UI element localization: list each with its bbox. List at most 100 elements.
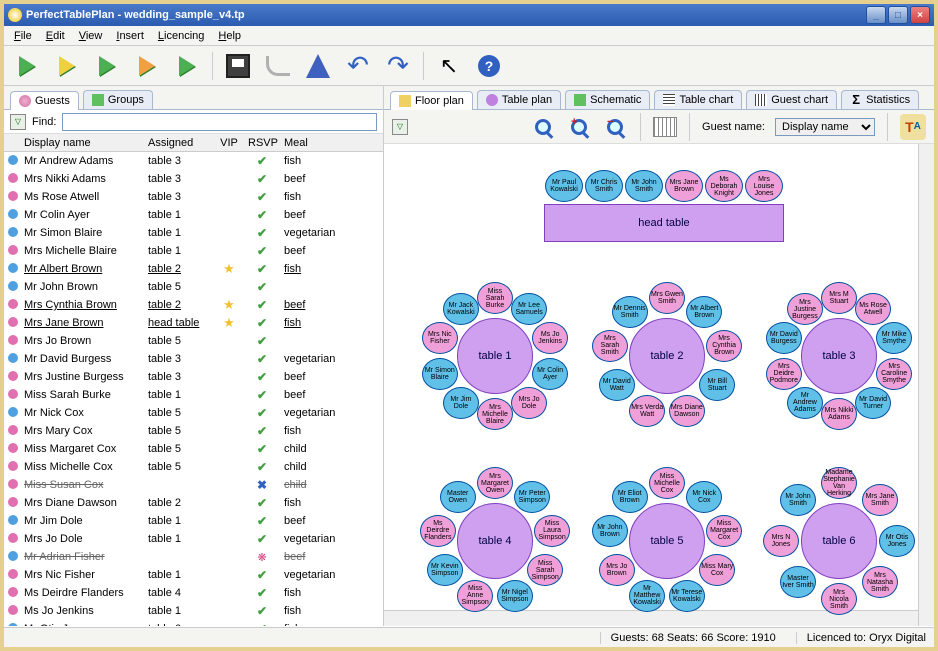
tab-table-chart[interactable]: Table chart xyxy=(654,90,742,109)
floorplan-canvas[interactable]: Mr Paul KowalskiMr Chris SmithMr John Sm… xyxy=(384,144,934,626)
guest-row[interactable]: Mr John Browntable 5✔ xyxy=(4,278,383,296)
wizard-button[interactable] xyxy=(301,49,335,83)
menu-file[interactable]: File xyxy=(8,28,38,44)
vertical-scrollbar[interactable] xyxy=(918,144,934,626)
round-table[interactable]: table 4Mrs Margaret OwenMr Peter Simpson… xyxy=(418,464,573,619)
seat[interactable]: Mr Kevin Simpson xyxy=(427,554,463,586)
seat[interactable]: Miss Michelle Cox xyxy=(649,467,685,499)
guest-row[interactable]: Mrs Jo Doletable 1✔vegetarian xyxy=(4,530,383,548)
seat[interactable]: Master Iver Smith xyxy=(780,566,816,598)
seat[interactable]: Mrs M Stuart xyxy=(821,282,857,314)
guest-row[interactable]: Mr Nick Coxtable 5✔vegetarian xyxy=(4,404,383,422)
col-rsvp[interactable]: RSVP xyxy=(244,136,280,150)
guest-row[interactable]: Mr Colin Ayertable 1✔beef xyxy=(4,206,383,224)
table-center[interactable]: table 1 xyxy=(457,318,533,394)
seat[interactable]: Miss Anne Simpson xyxy=(457,580,493,612)
seat[interactable]: Mr Nigel Simpson xyxy=(497,580,533,612)
seat[interactable]: Mr John Brown xyxy=(592,515,628,547)
tab-guest-chart[interactable]: Guest chart xyxy=(746,90,837,109)
seat[interactable]: Mr Jack Kowalski xyxy=(443,293,479,325)
seat[interactable]: Mr David Turner xyxy=(855,387,891,419)
guest-row[interactable]: Ms Rose Atwelltable 3✔fish xyxy=(4,188,383,206)
seat[interactable]: Mrs Nicola Smith xyxy=(821,583,857,615)
seat[interactable]: Mr Andrew Adams xyxy=(787,387,823,419)
zoom-fit-button[interactable] xyxy=(530,114,556,140)
guest-row[interactable]: Mrs Mary Coxtable 5✔fish xyxy=(4,422,383,440)
guest-row[interactable]: Mr Jim Doletable 1✔beef xyxy=(4,512,383,530)
guest-row[interactable]: Mr David Burgesstable 3✔vegetarian xyxy=(4,350,383,368)
seat[interactable]: Mr John Smith xyxy=(780,484,816,516)
font-button[interactable]: TA xyxy=(900,114,926,140)
menu-licencing[interactable]: Licencing xyxy=(152,28,210,44)
guest-row[interactable]: Mr Albert Browntable 2★✔fish xyxy=(4,260,383,278)
nav-button-5[interactable] xyxy=(170,49,204,83)
seat[interactable]: Mr David Burgess xyxy=(766,322,802,354)
round-table[interactable]: table 2Mrs Gwen SmithMr Albert BrownMrs … xyxy=(590,279,745,434)
seat[interactable]: Mr Nick Cox xyxy=(686,481,722,513)
zoom-out-button[interactable]: − xyxy=(602,114,628,140)
help-button[interactable]: ? xyxy=(472,49,506,83)
nav-button-1[interactable] xyxy=(10,49,44,83)
head-table[interactable]: Mr Paul KowalskiMr Chris SmithMr John Sm… xyxy=(534,170,794,242)
seat[interactable]: Mrs Verda Watt xyxy=(629,395,665,427)
ruler-button[interactable] xyxy=(653,117,677,137)
zoom-in-button[interactable]: + xyxy=(566,114,592,140)
guest-row[interactable]: Mrs Nic Fishertable 1✔vegetarian xyxy=(4,566,383,584)
seat[interactable]: Mrs Margaret Owen xyxy=(477,467,513,499)
guest-row[interactable]: Mr Simon Blairetable 1✔vegetarian xyxy=(4,224,383,242)
seat[interactable]: Mr Jim Dole xyxy=(443,387,479,419)
close-button[interactable]: × xyxy=(910,6,930,24)
seat[interactable]: Mr Dennis Smith xyxy=(612,296,648,328)
guest-row[interactable]: Ms Deirdre Flanderstable 4✔fish xyxy=(4,584,383,602)
seat[interactable]: Master Owen xyxy=(440,481,476,513)
seat[interactable]: Mrs Nikki Adams xyxy=(821,398,857,430)
seat[interactable]: Mrs Caroline Smythe xyxy=(876,358,912,390)
seat[interactable]: Mrs Cynthia Brown xyxy=(706,330,742,362)
seat[interactable]: Mr Bill Stuart xyxy=(699,369,735,401)
find-input[interactable] xyxy=(62,113,377,131)
seat[interactable]: Mr Peter Simpson xyxy=(514,481,550,513)
maximize-button[interactable]: □ xyxy=(888,6,908,24)
seat[interactable]: Mr John Smith xyxy=(625,170,663,202)
collapse-button[interactable]: ▽ xyxy=(10,114,26,130)
save-button[interactable] xyxy=(221,49,255,83)
nav-button-2[interactable] xyxy=(50,49,84,83)
guestname-select[interactable]: Display name xyxy=(775,118,875,136)
seat[interactable]: Mr Matthew Kowalski xyxy=(629,580,665,612)
seat[interactable]: Ms Jo Jenkins xyxy=(532,322,568,354)
seat[interactable]: Ms Rose Atwell xyxy=(855,293,891,325)
guest-row[interactable]: Mr Otis Jonestable 6✔fish xyxy=(4,620,383,626)
col-vip[interactable]: VIP xyxy=(214,136,244,150)
guest-row[interactable]: Mrs Michelle Blairetable 1✔beef xyxy=(4,242,383,260)
tab-statistics[interactable]: ΣStatistics xyxy=(841,90,919,109)
table-center[interactable]: table 5 xyxy=(629,503,705,579)
forward-button[interactable]: ↷ xyxy=(381,49,415,83)
round-table[interactable]: table 3Mrs M StuartMs Rose AtwellMr Mike… xyxy=(762,279,917,434)
guest-row[interactable]: Mrs Nikki Adamstable 3✔beef xyxy=(4,170,383,188)
seat[interactable]: Mr Mike Smythe xyxy=(876,322,912,354)
guest-row[interactable]: Mrs Justine Burgesstable 3✔beef xyxy=(4,368,383,386)
menu-help[interactable]: Help xyxy=(212,28,247,44)
seat[interactable]: Ms Deborah Knight xyxy=(705,170,743,202)
seat[interactable]: Mr Terese Kowalski xyxy=(669,580,705,612)
seat[interactable]: Mrs Sarah Smith xyxy=(592,330,628,362)
collapse-right-button[interactable]: ▽ xyxy=(392,119,408,135)
seat[interactable]: Mr Simon Blaire xyxy=(422,358,458,390)
guest-list[interactable]: Mr Andrew Adamstable 3✔fishMrs Nikki Ada… xyxy=(4,152,383,626)
round-table[interactable]: table 5Miss Michelle CoxMr Nick CoxMiss … xyxy=(590,464,745,619)
guest-row[interactable]: Mrs Diane Dawsontable 2✔fish xyxy=(4,494,383,512)
seat[interactable]: Mr Paul Kowalski xyxy=(545,170,583,202)
back-button[interactable]: ↶ xyxy=(341,49,375,83)
seat[interactable]: Mr Albert Brown xyxy=(686,296,722,328)
menu-insert[interactable]: Insert xyxy=(110,28,150,44)
seat[interactable]: Mrs Jane Brown xyxy=(665,170,703,202)
seat[interactable]: Miss Sarah Simpson xyxy=(527,554,563,586)
col-name[interactable]: Display name xyxy=(20,136,144,150)
nav-button-3[interactable] xyxy=(90,49,124,83)
seat[interactable]: Mrs Justine Burgess xyxy=(787,293,823,325)
seat[interactable]: Mrs N Jones xyxy=(763,525,799,557)
guest-row[interactable]: Miss Susan Cox✖child xyxy=(4,476,383,494)
seat[interactable]: Mrs Jo Brown xyxy=(599,554,635,586)
menu-view[interactable]: View xyxy=(73,28,109,44)
seat[interactable]: Mr Otis Jones xyxy=(879,525,915,557)
